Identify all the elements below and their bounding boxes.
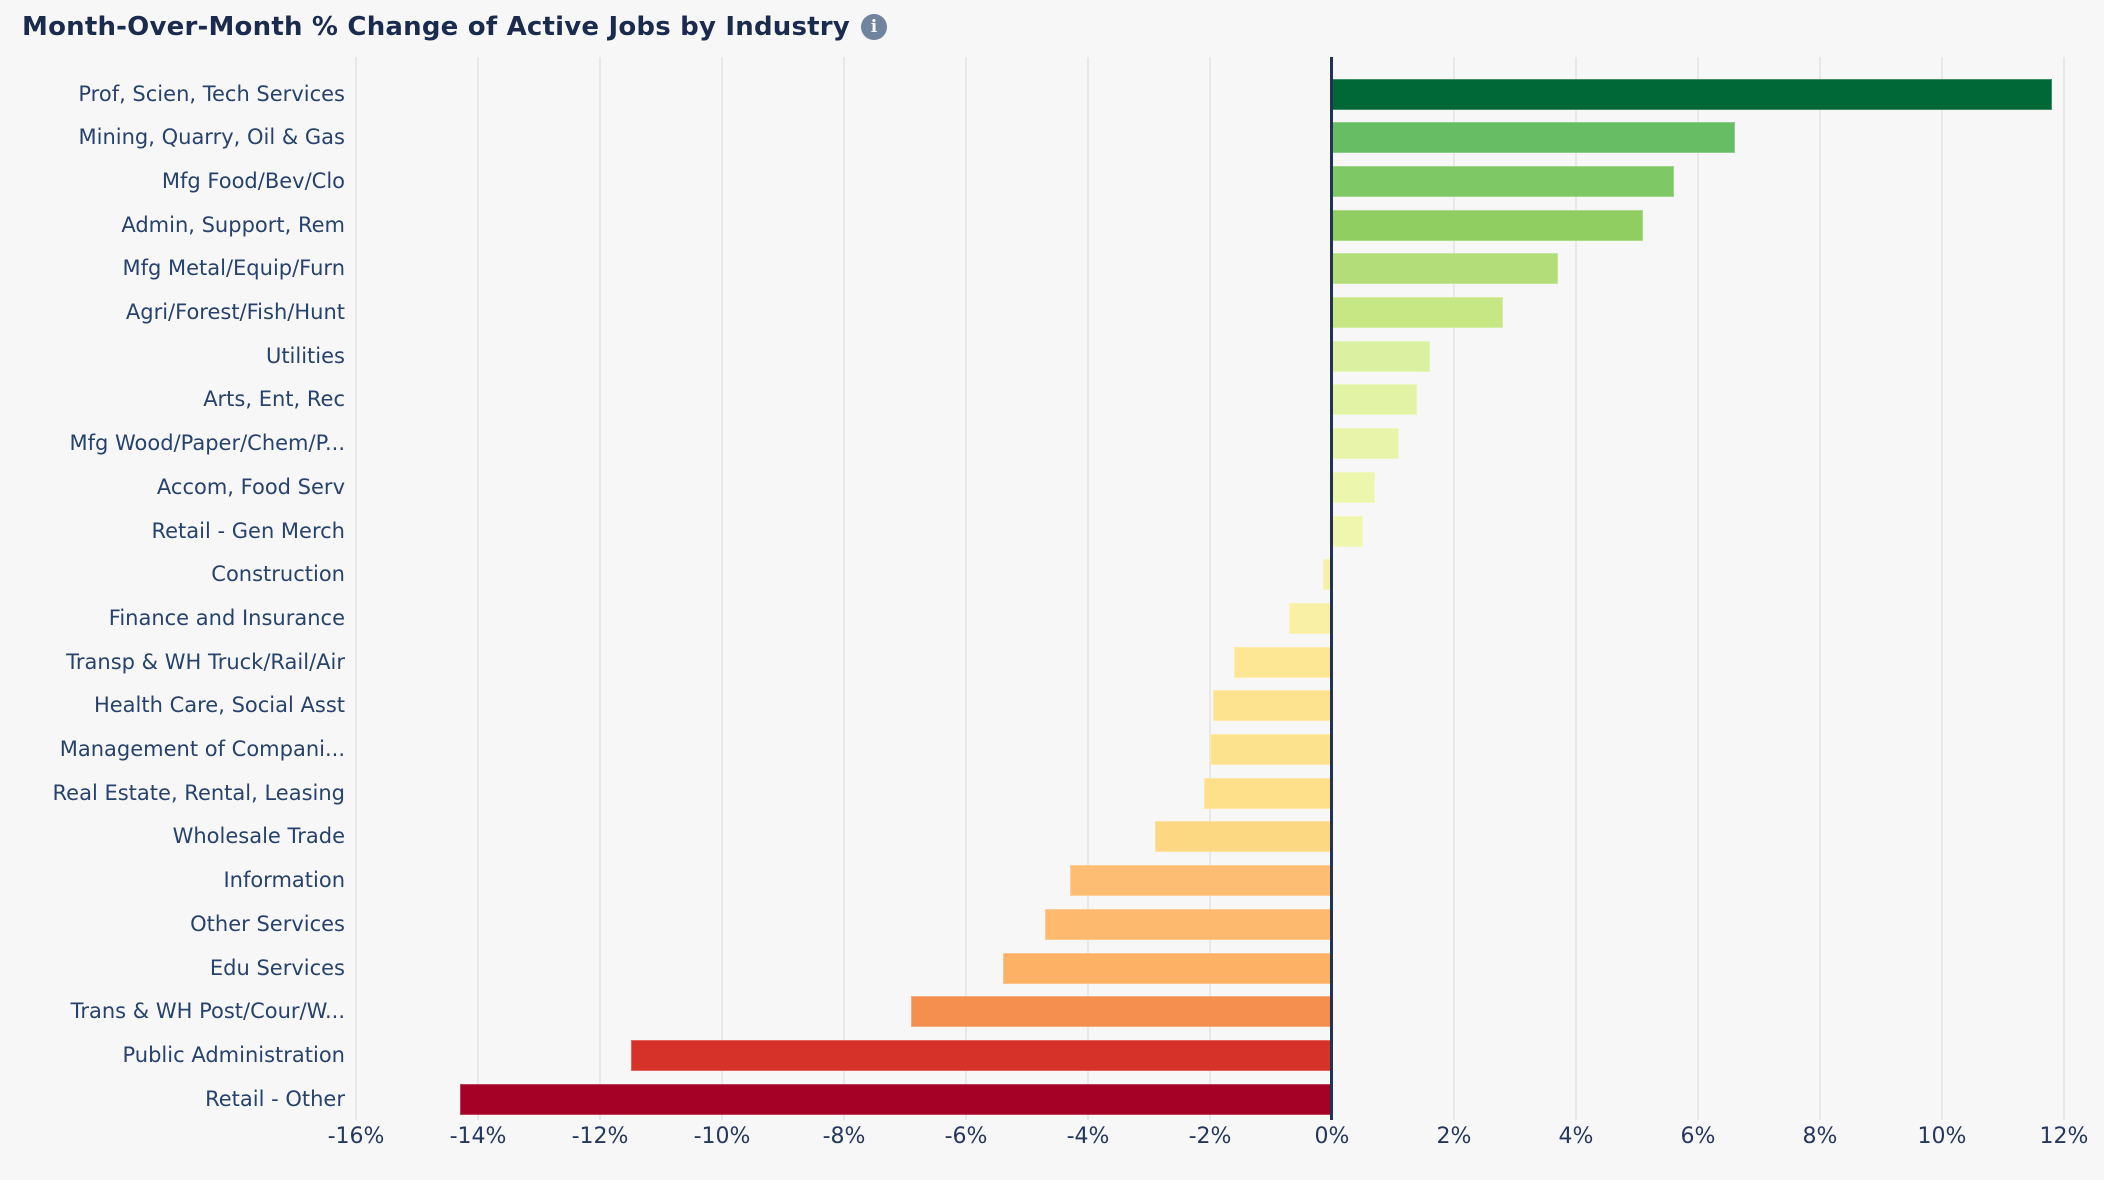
x-tick-label: -8% [822,1124,866,1149]
category-label: Accom, Food Serv [156,474,345,499]
bar[interactable] [1332,340,1430,372]
zero-axis-line [1330,57,1333,1120]
category-label: Real Estate, Rental, Leasing [52,780,345,805]
x-tick-label: 10% [1917,1124,1967,1149]
category-label: Admin, Support, Rem [121,212,345,237]
bar[interactable] [1069,865,1332,897]
gridline [1087,57,1089,1120]
category-label: Finance and Insurance [108,605,345,630]
category-label: Retail - Other [205,1086,345,1111]
bar[interactable] [1332,297,1503,328]
x-tick-label: -6% [944,1124,988,1149]
gridline [477,57,479,1120]
category-label: Trans & WH Post/Cour/W... [70,999,345,1024]
info-icon[interactable]: i [860,14,887,40]
category-label: Prof, Scien, Tech Services [78,81,345,106]
category-label: Information [223,868,345,893]
x-tick-label: -12% [571,1124,629,1149]
gridline [1697,57,1699,1120]
category-label: Arts, Ent, Rec [203,387,345,412]
bar[interactable] [1332,515,1363,547]
category-label: Mining, Quarry, Oil & Gas [78,125,345,150]
bar[interactable] [1203,777,1332,809]
gridline [599,57,601,1120]
gridline [1819,57,1821,1120]
gridline [1453,57,1455,1120]
bar[interactable] [1332,384,1418,416]
category-label: Other Services [190,911,345,936]
category-label: Retail - Gen Merch [151,518,345,543]
x-tick-label: -16% [327,1124,385,1149]
x-tick-label: -10% [693,1124,751,1149]
bar[interactable] [1332,253,1558,285]
bar[interactable] [1322,559,1332,591]
gridline [1941,57,1943,1120]
x-tick-label: -2% [1188,1124,1232,1149]
category-label: Public Administration [122,1042,346,1067]
bar[interactable] [1155,821,1332,853]
category-label: Health Care, Social Asst [93,693,345,718]
bar[interactable] [1045,908,1332,940]
gridline [2063,57,2065,1120]
category-label: Wholesale Trade [172,824,345,849]
x-tick-label: -4% [1066,1124,1110,1149]
chart-header: Month-Over-Month % Change of Active Jobs… [22,12,887,42]
bar[interactable] [1332,78,2052,110]
gridline [843,57,845,1120]
category-label: Agri/Forest/Fish/Hunt [125,300,345,324]
bar[interactable] [1002,952,1332,984]
chart-title: Month-Over-Month % Change of Active Jobs… [22,12,850,42]
bar[interactable] [630,1039,1332,1071]
category-label: Mfg Food/Bev/Clo [161,168,345,193]
x-tick-label: 4% [1558,1124,1594,1149]
gridline [1575,57,1577,1120]
bar[interactable] [1213,690,1332,722]
bar[interactable] [1210,734,1332,765]
x-tick-label: 2% [1436,1124,1472,1149]
bar[interactable] [1332,471,1375,503]
category-label: Mfg Metal/Equip/Furn [122,256,345,281]
category-label: Edu Services [209,955,345,980]
gridline [1209,57,1211,1120]
x-tick-label: -14% [449,1124,507,1149]
bar[interactable] [1332,122,1735,154]
bar[interactable] [1289,602,1332,634]
gridline [721,57,723,1120]
x-tick-label: 0% [1314,1124,1350,1149]
bar[interactable] [1332,428,1400,460]
category-label: Utilities [265,343,345,368]
bar[interactable] [1234,646,1332,678]
bar[interactable] [1332,209,1644,241]
gridline [965,57,967,1120]
category-label: Mfg Wood/Paper/Chem/P... [69,431,345,456]
x-tick-label: 12% [2039,1124,2089,1149]
bar[interactable] [911,996,1332,1028]
bar[interactable] [459,1083,1332,1115]
category-label: Transp & WH Truck/Rail/Air [66,649,345,674]
x-tick-label: 6% [1680,1124,1716,1149]
x-tick-label: 8% [1802,1124,1838,1149]
gridline [355,57,357,1120]
category-label: Management of Compani... [59,737,345,761]
bar[interactable] [1332,165,1674,197]
category-label: Construction [211,562,345,587]
